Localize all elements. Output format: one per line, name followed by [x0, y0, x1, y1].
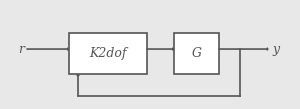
Bar [69, 33, 147, 74]
Text: G: G [191, 47, 202, 60]
Text: K2dof: K2dof [89, 47, 127, 60]
Text: y: y [272, 43, 280, 56]
Bar [174, 33, 219, 74]
Text: r: r [18, 43, 24, 56]
